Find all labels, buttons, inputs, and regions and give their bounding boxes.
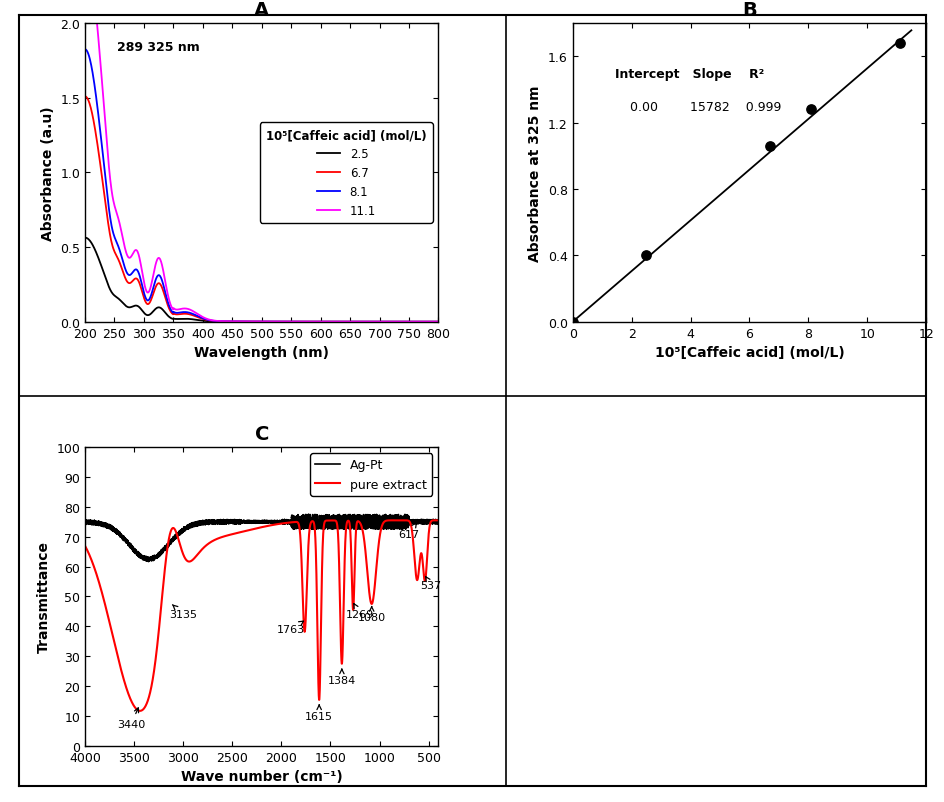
11.1: [284, 318, 295, 327]
Ag-Pt: [189, 520, 200, 530]
Text: 1080: 1080: [357, 606, 385, 622]
Point: [802, 103, 818, 116]
Text: 1269: 1269: [346, 604, 374, 620]
6.7: [101, 209, 112, 218]
6.7: [79, 92, 91, 102]
pure extract: [122, 687, 133, 696]
Line: pure extract: pure extract: [85, 520, 438, 711]
8.1: [79, 46, 91, 55]
8.1: [304, 318, 315, 327]
11.1: [294, 318, 305, 327]
pure extract: [79, 541, 91, 551]
8.1: [294, 318, 305, 327]
8.1: [383, 318, 395, 327]
Ag-Pt: [324, 515, 335, 525]
6.7: [383, 318, 395, 327]
11.1: [101, 137, 112, 147]
6.7: [284, 318, 295, 327]
6.7: [432, 318, 444, 327]
Y-axis label: Transmittance: Transmittance: [37, 541, 51, 653]
Text: 617: 617: [398, 523, 419, 539]
Text: 3135: 3135: [169, 605, 197, 620]
Ag-Pt: [121, 537, 132, 546]
8.1: [101, 186, 112, 196]
Text: 289 325 nm: 289 325 nm: [117, 41, 200, 54]
6.7: [347, 318, 359, 327]
2.5: [101, 277, 112, 286]
Legend: 2.5, 6.7, 8.1, 11.1: 2.5, 6.7, 8.1, 11.1: [260, 123, 432, 223]
Ag-Pt: [302, 510, 313, 520]
pure extract: [134, 706, 145, 715]
Text: 3440: 3440: [117, 708, 145, 729]
8.1: [347, 318, 359, 327]
Title: C: C: [254, 424, 269, 444]
2.5: [294, 318, 305, 327]
Line: 6.7: 6.7: [85, 97, 438, 322]
pure extract: [432, 516, 444, 525]
X-axis label: Wavelength (nm): Wavelength (nm): [194, 346, 329, 359]
Title: A: A: [254, 1, 269, 20]
Ag-Pt: [102, 520, 113, 529]
Text: 1384: 1384: [328, 669, 356, 685]
X-axis label: 10⁵[Caffeic acid] (mol/L): 10⁵[Caffeic acid] (mol/L): [654, 346, 843, 359]
2.5: [304, 318, 315, 327]
pure extract: [102, 609, 113, 618]
pure extract: [121, 686, 132, 695]
6.7: [294, 318, 305, 327]
11.1: [304, 318, 315, 327]
2.5: [383, 318, 395, 327]
2.5: [432, 318, 444, 327]
Text: Intercept   Slope    R²: Intercept Slope R²: [615, 67, 764, 81]
Point: [891, 38, 906, 51]
Text: 1763: 1763: [277, 622, 305, 634]
6.7: [304, 318, 315, 327]
8.1: [284, 318, 295, 327]
Ag-Pt: [432, 518, 444, 528]
2.5: [79, 233, 91, 243]
Point: [565, 316, 580, 329]
Ag-Pt: [122, 536, 133, 545]
Ag-Pt: [143, 557, 154, 566]
Point: [762, 140, 777, 153]
Ag-Pt: [352, 511, 363, 520]
2.5: [284, 318, 295, 327]
Text: 537: 537: [419, 577, 441, 589]
Ag-Pt: [79, 516, 91, 526]
11.1: [432, 318, 444, 327]
Point: [638, 249, 653, 262]
pure extract: [352, 516, 363, 526]
Text: 0.00        15782    0.999: 0.00 15782 0.999: [621, 100, 781, 114]
11.1: [347, 318, 359, 327]
pure extract: [323, 516, 334, 525]
X-axis label: Wave number (cm⁻¹): Wave number (cm⁻¹): [180, 769, 343, 784]
Line: 2.5: 2.5: [85, 238, 438, 322]
8.1: [432, 318, 444, 327]
11.1: [383, 318, 395, 327]
Legend: Ag-Pt, pure extract: Ag-Pt, pure extract: [310, 454, 431, 496]
Line: 8.1: 8.1: [85, 51, 438, 322]
Y-axis label: Absorbance at 325 nm: Absorbance at 325 nm: [528, 85, 542, 261]
Y-axis label: Absorbance (a.u): Absorbance (a.u): [41, 106, 55, 241]
pure extract: [189, 553, 200, 563]
11.1: [79, 19, 91, 29]
2.5: [347, 318, 359, 327]
Text: 1615: 1615: [305, 705, 333, 721]
Line: 11.1: 11.1: [85, 24, 438, 322]
Line: Ag-Pt: Ag-Pt: [85, 515, 438, 561]
Title: B: B: [741, 1, 756, 20]
